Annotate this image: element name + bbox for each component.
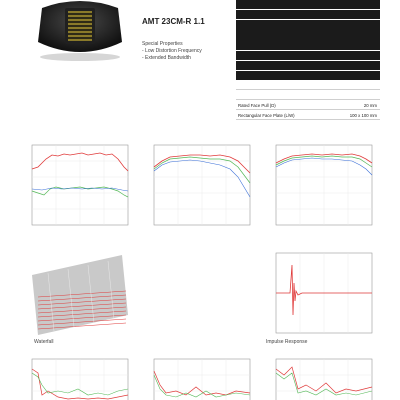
spec-row [236,20,380,30]
plot-spl-impedance-graph [31,144,129,226]
distortion-graph-2 [153,358,251,400]
spec-label: Rated Face Pull (D) [238,103,276,108]
plot-impulse-response [262,245,376,339]
plot-distortion-1 [18,355,132,400]
spec-row [236,30,380,40]
plot-spl-horizontal-graph [153,144,251,226]
spec-row [236,40,380,50]
spec-table: Rated Face Pull (D) 20 mm Rectangular Face… [236,0,380,122]
product-model-title: AMT 23CM-R 1.1 [142,17,205,26]
impulse-response-graph [275,252,373,334]
spec-row: Rated Face Pull (D) 20 mm [236,101,380,111]
impulse-caption: Impulse Response [266,339,308,345]
spec-value: 100 x 100 mm [349,113,377,119]
spec-row [236,60,380,70]
plot-spl-vertical [262,137,376,231]
plot-distortion-2 [140,355,254,400]
spec-row: Rectangular Face Plate (L/W) 100 x 100 mm [236,111,380,121]
plot-spl-vertical-graph [275,144,373,226]
distortion-graph-3 [275,358,373,400]
plot-distortion-3 [262,355,376,400]
distortion-graph-1 [31,358,129,400]
spec-label: Rectangular Face Plate (L/W) [238,113,295,119]
product-photo [38,1,122,61]
spec-row [236,10,380,20]
spec-row [236,70,380,81]
waterfall-graph [18,245,132,339]
spec-row [236,90,380,101]
feature-item: - Low Distortion Frequency [142,48,202,54]
spec-row [236,80,380,91]
plot-spl-impedance [18,137,132,231]
spec-row [236,50,380,60]
waterfall-caption: Waterfall [34,339,54,345]
plot-spl-horizontal [140,137,254,231]
spec-value: 20 mm [363,103,377,108]
plot-waterfall [18,245,132,339]
feature-item: - Extended Bandwidth [142,55,191,61]
features-heading: Special Properties [142,41,183,47]
spec-row [236,0,380,10]
